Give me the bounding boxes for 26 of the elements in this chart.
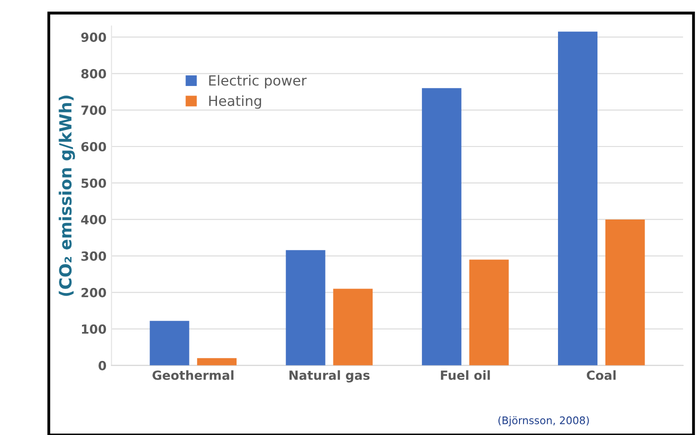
- bar: [469, 260, 509, 366]
- y-tick-label: 400: [81, 214, 106, 224]
- text: (Björnsson, 2008): [498, 416, 589, 426]
- bar: [150, 320, 190, 366]
- legend-label: Electric power: [209, 74, 307, 88]
- x-tick-label: Coal: [586, 370, 616, 380]
- bar: [605, 219, 645, 366]
- y-tick-label: 0: [98, 360, 106, 370]
- bar: [286, 250, 326, 366]
- y-axis-title: (CO₂ emission g/kWh): [58, 96, 76, 296]
- x-tick-label: Geothermal: [152, 370, 234, 380]
- legend-label: Heating: [209, 95, 262, 109]
- bar: [422, 88, 462, 366]
- y-tick-label: 300: [81, 251, 106, 261]
- bar: [333, 288, 373, 366]
- y-tick-label: 700: [81, 105, 106, 115]
- bar: [197, 358, 237, 366]
- y-tick-label: 800: [81, 69, 106, 78]
- y-tick-label: 900: [81, 32, 106, 42]
- y-tick-label: 500: [82, 178, 106, 188]
- x-tick-label: Fuel oil: [440, 370, 490, 380]
- y-tick-label: 100: [82, 324, 106, 334]
- x-tick-label: Natural gas: [289, 370, 370, 382]
- y-tick-label: 600: [81, 142, 106, 152]
- y-tick-label: 200: [82, 288, 106, 298]
- bar: [558, 32, 598, 366]
